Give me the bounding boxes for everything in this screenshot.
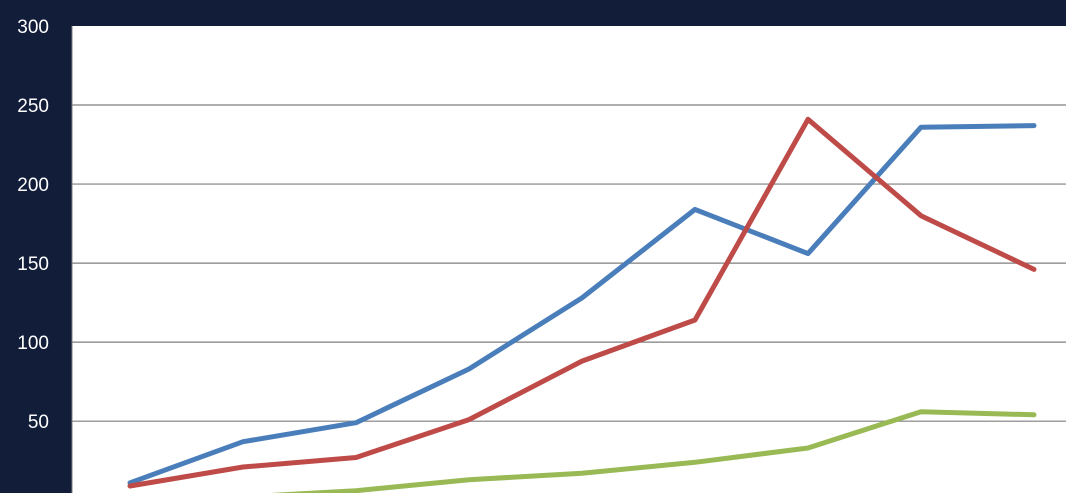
- y-tick-label-200: 200: [17, 175, 49, 196]
- y-tick-label-300: 300: [17, 17, 49, 38]
- series-line-3: [269, 409, 1037, 493]
- y-tick-label-250: 250: [17, 96, 49, 117]
- plot-area: [72, 26, 1066, 493]
- y-tick-label-100: 100: [17, 333, 49, 354]
- series-line-2: [127, 116, 1037, 489]
- y-tick-label-150: 150: [17, 254, 49, 275]
- y-tick-label-50: 50: [28, 412, 49, 433]
- series-line-1: [127, 123, 1037, 486]
- gridlines: [72, 104, 1066, 422]
- y-tick-label-0: 0: [38, 491, 49, 493]
- series-lines: [127, 116, 1037, 493]
- y-axis-ticks: 0 50 100 150 200 250 300: [17, 17, 49, 493]
